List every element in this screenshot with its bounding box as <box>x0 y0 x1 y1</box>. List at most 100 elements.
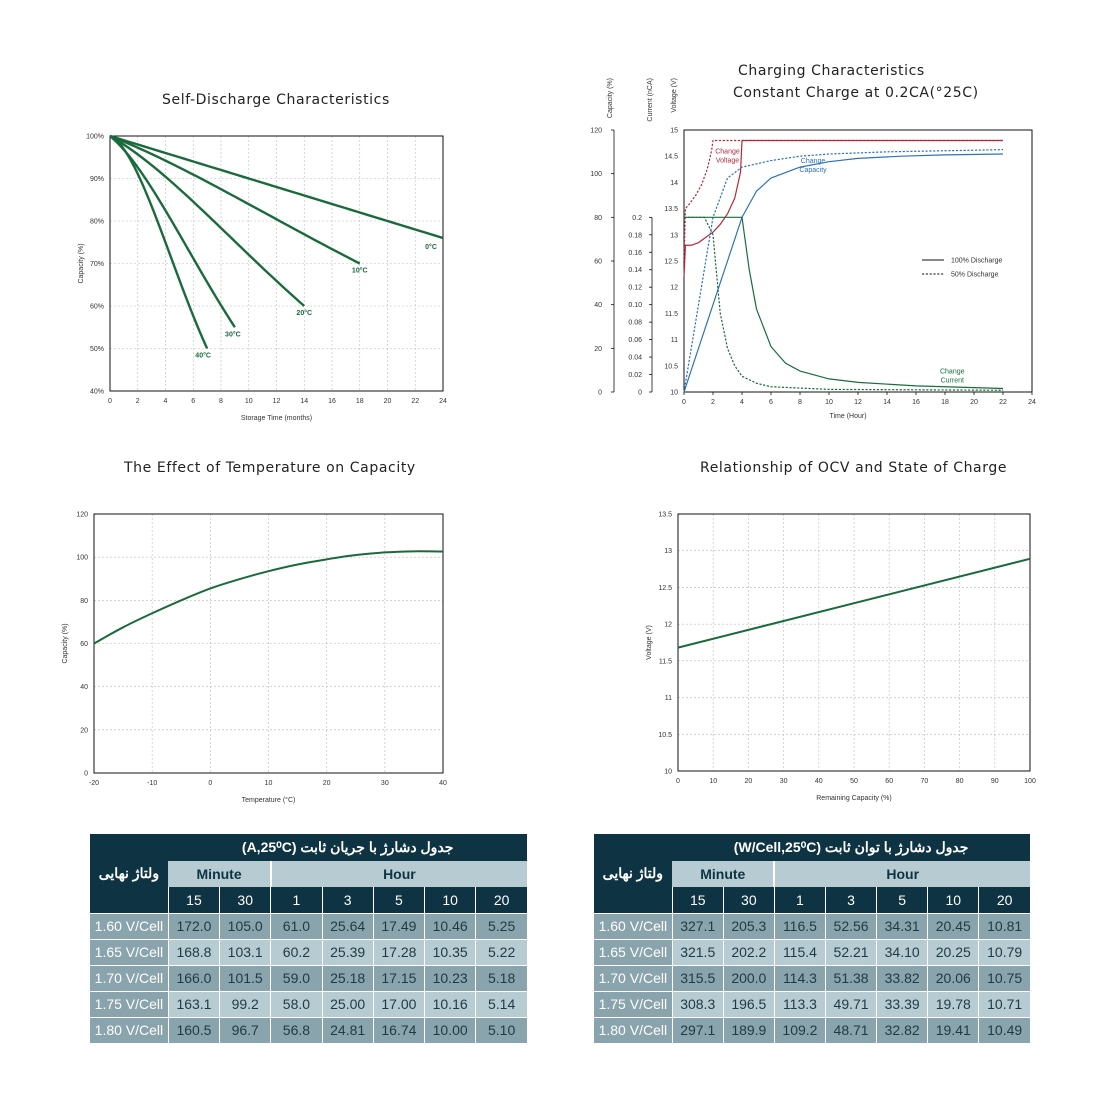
table-cell: 297.1 <box>671 1016 724 1043</box>
self-discharge-title: Self-Discharge Characteristics <box>162 92 390 108</box>
table-cell: 163.1 <box>167 990 220 1017</box>
y-tick-label: 10 <box>664 769 672 776</box>
end-voltage-header: ولتاژ نهایی <box>90 834 169 913</box>
series-line-0 <box>109 134 444 240</box>
x-tick-label: 40 <box>439 780 447 787</box>
row-label: 1.80 V/Cell <box>90 1016 169 1043</box>
row-label: 1.80 V/Cell <box>594 1016 673 1043</box>
series-line-1 <box>683 139 1003 262</box>
y-tick-label: 80 <box>80 598 88 605</box>
x-tick-label: 14 <box>300 398 308 405</box>
table-cell: 166.0 <box>167 964 220 991</box>
table-row: 1.60 V/Cell 327.1 205.3 116.5 52.56 34.31 20.4… <box>594 912 1030 939</box>
x-tick-label: 8 <box>219 398 223 405</box>
column-header: 3 <box>824 887 877 913</box>
x-tick-label: 8 <box>798 399 802 406</box>
y-tick-label: 70% <box>90 261 104 268</box>
table-cell: 16.74 <box>372 1016 425 1043</box>
voltage-tick-label: 10 <box>670 390 678 397</box>
x-tick-label: 22 <box>999 399 1007 406</box>
table-cell: 202.2 <box>722 938 775 965</box>
current-tick-label: 0 <box>638 390 642 397</box>
table-cell: 60.2 <box>270 938 323 965</box>
table-cell: 20.06 <box>927 964 979 991</box>
constant-current-discharge-table: ولتاژ نهایی جدول دشارژ با جریان ثابت (A,2… <box>90 834 527 1043</box>
temperature-capacity-chart: -20 -10 0 10 20 30 40 0 20 40 60 80 100 120 Temperatur… <box>62 512 447 805</box>
table-cell: 10.35 <box>424 938 476 965</box>
column-header: 1 <box>773 887 826 913</box>
x-tick-label: 20 <box>384 398 392 405</box>
x-axis-label: Storage Time (months) <box>241 415 312 422</box>
y-tick-label: 90% <box>90 176 104 183</box>
current-tick-label: 0.02 <box>628 372 642 379</box>
hour-group-header: Hour <box>270 861 527 887</box>
x-tick-label: 0 <box>208 780 212 787</box>
table-cell: 5.18 <box>475 964 527 991</box>
x-tick-label: 4 <box>164 398 168 405</box>
table-cell: 327.1 <box>671 912 724 939</box>
table-row: 1.75 V/Cell 163.1 99.2 58.0 25.00 17.00 10.16 5… <box>90 990 527 1017</box>
legend-label: 100% Discharge <box>951 258 1002 265</box>
voltage-tick-label: 14 <box>670 180 678 187</box>
current-tick-label: 0.04 <box>628 355 642 362</box>
row-label: 1.75 V/Cell <box>90 990 169 1017</box>
row-label: 1.75 V/Cell <box>594 990 673 1017</box>
x-tick-label: 10 <box>709 778 717 785</box>
table-row: 1.65 V/Cell 168.8 103.1 60.2 25.39 17.28 10.35… <box>90 938 527 965</box>
table-cell: 10.46 <box>424 912 476 939</box>
voltage-tick-label: 15 <box>670 128 678 135</box>
x-tick-label: 18 <box>356 398 364 405</box>
x-tick-label: 16 <box>328 398 336 405</box>
capacity-tick-label: 120 <box>590 128 602 135</box>
x-tick-label: 10 <box>245 398 253 405</box>
series-label: 30°C <box>225 330 241 338</box>
x-tick-label: 40 <box>815 778 823 785</box>
table-row: 1.60 V/Cell 172.0 105.0 61.0 25.64 17.49 10.46… <box>90 912 527 939</box>
voltage-tick-label: 11.5 <box>665 311 678 318</box>
table-cell: 10.16 <box>424 990 476 1017</box>
series-label: 40°C <box>195 352 211 360</box>
table-row: 1.75 V/Cell 308.3 196.5 113.3 49.71 33.39 19.7… <box>594 990 1030 1017</box>
x-tick-label: 24 <box>1028 399 1036 406</box>
table-cell: 34.31 <box>876 912 928 939</box>
voltage-tick-label: 11 <box>671 337 678 344</box>
series-line-4 <box>109 134 209 349</box>
capacity-tick-label: 0 <box>598 390 602 397</box>
y-tick-label: 10.5 <box>658 732 672 739</box>
voltage-tick-label: 13 <box>670 232 678 239</box>
y-tick-label: 12 <box>664 622 672 629</box>
table-cell: 58.0 <box>270 990 323 1017</box>
table-cell: 17.28 <box>372 938 425 965</box>
table-cell: 51.38 <box>824 964 877 991</box>
voltage-tick-label: 14.5 <box>664 154 678 161</box>
hour-group-header: Hour <box>774 861 1030 887</box>
y-axis-label: Capacity (%) <box>62 623 69 663</box>
charging-title-line2: Constant Charge at 0.2CA(°25C) <box>733 85 979 101</box>
table-cell: 160.5 <box>167 1016 220 1043</box>
x-tick-label: 0 <box>108 398 112 405</box>
table-cell: 200.0 <box>722 964 775 991</box>
series-line-4 <box>684 216 1004 390</box>
capacity-tick-label: 40 <box>594 302 602 309</box>
table-row: 1.70 V/Cell 315.5 200.0 114.3 51.38 33.82 20.0… <box>594 964 1030 991</box>
x-tick-label: 6 <box>769 399 773 406</box>
x-tick-label: 18 <box>941 399 949 406</box>
row-label: 1.70 V/Cell <box>594 964 673 991</box>
x-tick-label: 70 <box>921 778 929 785</box>
table-cell: 49.71 <box>824 990 877 1017</box>
y-tick-label: 120 <box>76 512 88 519</box>
table-cell: 52.21 <box>824 938 877 965</box>
y-tick-label: 0 <box>84 771 88 778</box>
x-tick-label: 50 <box>850 778 858 785</box>
row-label: 1.60 V/Cell <box>90 912 169 939</box>
capacity-tick-label: 100 <box>590 171 602 178</box>
y-axis-header: Capacity (%) <box>607 78 614 118</box>
column-header: 10 <box>927 887 979 913</box>
y-tick-label: 11 <box>665 695 672 702</box>
column-header: 10 <box>424 887 476 913</box>
table-cell: 52.56 <box>824 912 877 939</box>
table-row: 1.70 V/Cell 166.0 101.5 59.0 25.18 17.15 10.23… <box>90 964 527 991</box>
table-cell: 172.0 <box>167 912 220 939</box>
table-cell: 105.0 <box>219 912 271 939</box>
current-tick-label: 0.16 <box>628 250 642 257</box>
